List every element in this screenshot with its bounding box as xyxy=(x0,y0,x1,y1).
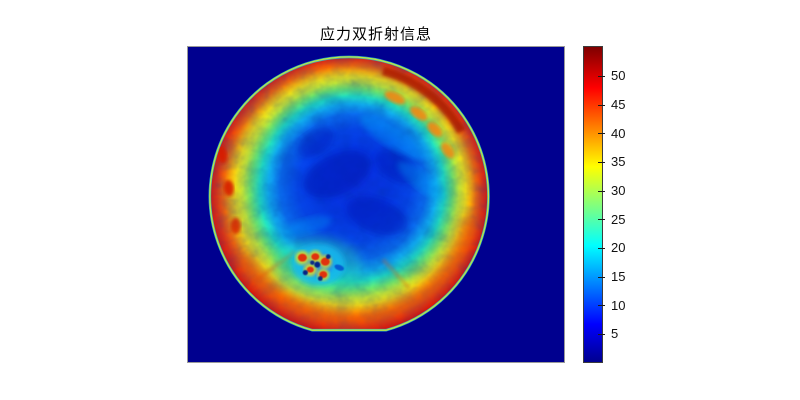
orange-blob xyxy=(410,106,428,121)
defect-red-peak xyxy=(311,253,320,261)
bottom-warm-band xyxy=(235,216,479,327)
wafer-heatmap-svg xyxy=(188,47,564,362)
heatmap-axes xyxy=(187,46,565,363)
defect-red-peak xyxy=(306,266,314,273)
defect-navy-minimum xyxy=(314,261,321,268)
colorbar-tick-label: 10 xyxy=(611,297,626,313)
cyan-streak xyxy=(359,113,425,159)
defect-red-peak xyxy=(320,257,330,266)
defect-navy-minimum xyxy=(302,269,308,276)
cyan-streak xyxy=(283,215,332,236)
defect-navy-minimum xyxy=(325,254,331,260)
colorbar-tick-label: 50 xyxy=(611,68,626,84)
colorbar-tick-label: 20 xyxy=(611,240,626,256)
defect-red-peak xyxy=(297,253,307,262)
colorbar-tick-label: 5 xyxy=(611,326,619,342)
core-dark-blotch xyxy=(346,196,408,236)
colorbar-tick xyxy=(598,104,605,106)
colorbar-tick-label: 25 xyxy=(611,211,626,227)
red-edge-spot xyxy=(230,217,241,234)
red-edge-spot xyxy=(216,145,227,164)
colorbar-tick-label: 30 xyxy=(611,183,626,199)
colorbar-tick xyxy=(598,161,605,163)
colorbar-tick-label: 35 xyxy=(611,154,626,170)
orange-blob xyxy=(427,122,442,137)
colorbar-tick xyxy=(598,247,605,249)
top-right-dark-red-band xyxy=(381,66,466,134)
colorbar-tick xyxy=(598,75,605,77)
colorbar xyxy=(583,46,603,363)
colorbar-tick-label: 15 xyxy=(611,269,626,284)
core-dark-blotch xyxy=(297,127,333,158)
red-edge-spot xyxy=(223,180,234,197)
defect-red-peak xyxy=(319,271,328,279)
chart-title: 应力双折射信息 xyxy=(319,27,432,43)
defect-navy-minimum xyxy=(317,276,323,281)
colorbar-tick xyxy=(598,133,605,135)
orange-blob xyxy=(441,142,455,159)
defect-blue-dash xyxy=(334,264,344,271)
colorbar-tick xyxy=(598,305,605,307)
colorbar-tick xyxy=(598,219,605,221)
colorbar-tick-label: 40 xyxy=(611,125,626,141)
defect-navy-minimum xyxy=(310,260,315,265)
wafer-texture-layer xyxy=(209,56,489,331)
wafer-edge-fringe-yellow xyxy=(209,56,489,331)
orange-blob xyxy=(384,91,406,105)
defect-cluster xyxy=(274,236,363,297)
radial-streak xyxy=(381,258,411,289)
core-dark-blotch xyxy=(303,150,371,198)
colorbar-tick xyxy=(598,276,605,278)
cyan-streak xyxy=(397,161,446,201)
colorbar-tick xyxy=(598,190,605,192)
colorbar-tick xyxy=(598,333,605,335)
colorbar-tick-label: 45 xyxy=(611,97,626,113)
